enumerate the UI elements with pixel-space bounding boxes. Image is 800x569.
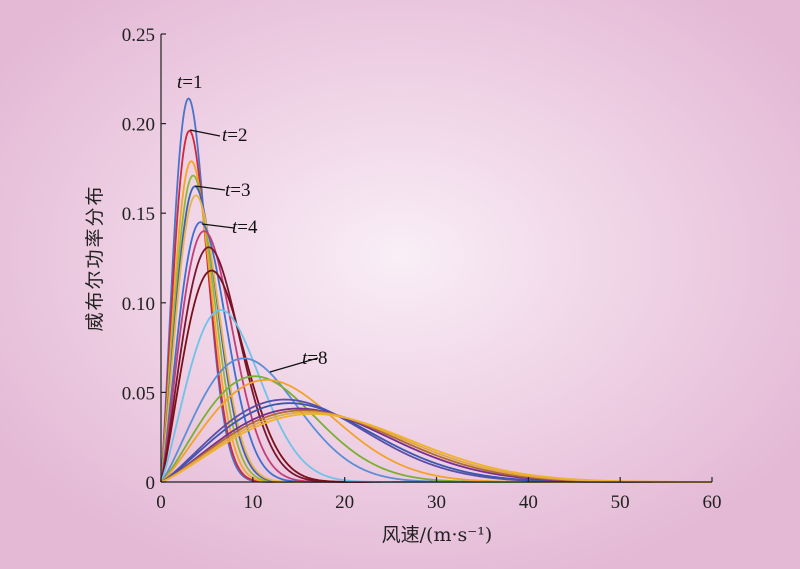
y-tick-label: 0.25	[122, 25, 155, 46]
annotation-var: t	[177, 72, 183, 93]
x-tick-label: 20	[335, 492, 354, 513]
annotation-leader	[194, 185, 226, 191]
x-tick-label: 10	[243, 492, 262, 513]
annotation-var: t	[225, 180, 231, 201]
y-tick-label: 0.20	[122, 115, 155, 136]
x-tick-label: 40	[519, 492, 538, 513]
annotation-label: t=8	[302, 348, 328, 369]
y-tick-label: 0.15	[122, 204, 155, 225]
annotation-layer: t=1t=2t=3t=4t=8	[177, 72, 328, 373]
annotation-value: =1	[182, 72, 202, 93]
series-line-3	[160, 160, 712, 483]
y-tick-label: 0.05	[122, 383, 155, 404]
annotation-leader	[189, 129, 221, 137]
y-tick-label: 0	[146, 473, 156, 494]
annotation-label: t=4	[232, 217, 258, 238]
axes-layer: 0 10 20 30 40 50 60 0 0.05 0.10 0.15 0.20 0.25	[122, 25, 722, 513]
annotation-leader	[201, 223, 235, 229]
annotation-leader	[269, 357, 319, 373]
annotation-label: t=2	[222, 125, 248, 146]
annotation-label: t=3	[225, 180, 251, 201]
x-tick-label: 0	[156, 492, 166, 513]
annotation-var: t	[302, 348, 308, 369]
y-axis-title: 威布尔功率分布	[84, 184, 106, 331]
x-tick-label: 50	[611, 492, 630, 513]
annotation-value: =3	[230, 180, 250, 201]
y-tick-label: 0.10	[122, 294, 155, 315]
annotation-var: t	[222, 125, 228, 146]
x-tick-label: 30	[427, 492, 446, 513]
annotation-label: t=1	[177, 72, 203, 93]
annotation-value: =4	[237, 217, 258, 238]
x-tick-label: 60	[703, 492, 722, 513]
annotation-value: =2	[227, 125, 247, 146]
series-layer	[160, 97, 712, 483]
annotation-var: t	[232, 217, 238, 238]
annotation-value: =8	[307, 348, 327, 369]
x-axis-title: 风速/(m·s⁻¹)	[382, 524, 493, 546]
